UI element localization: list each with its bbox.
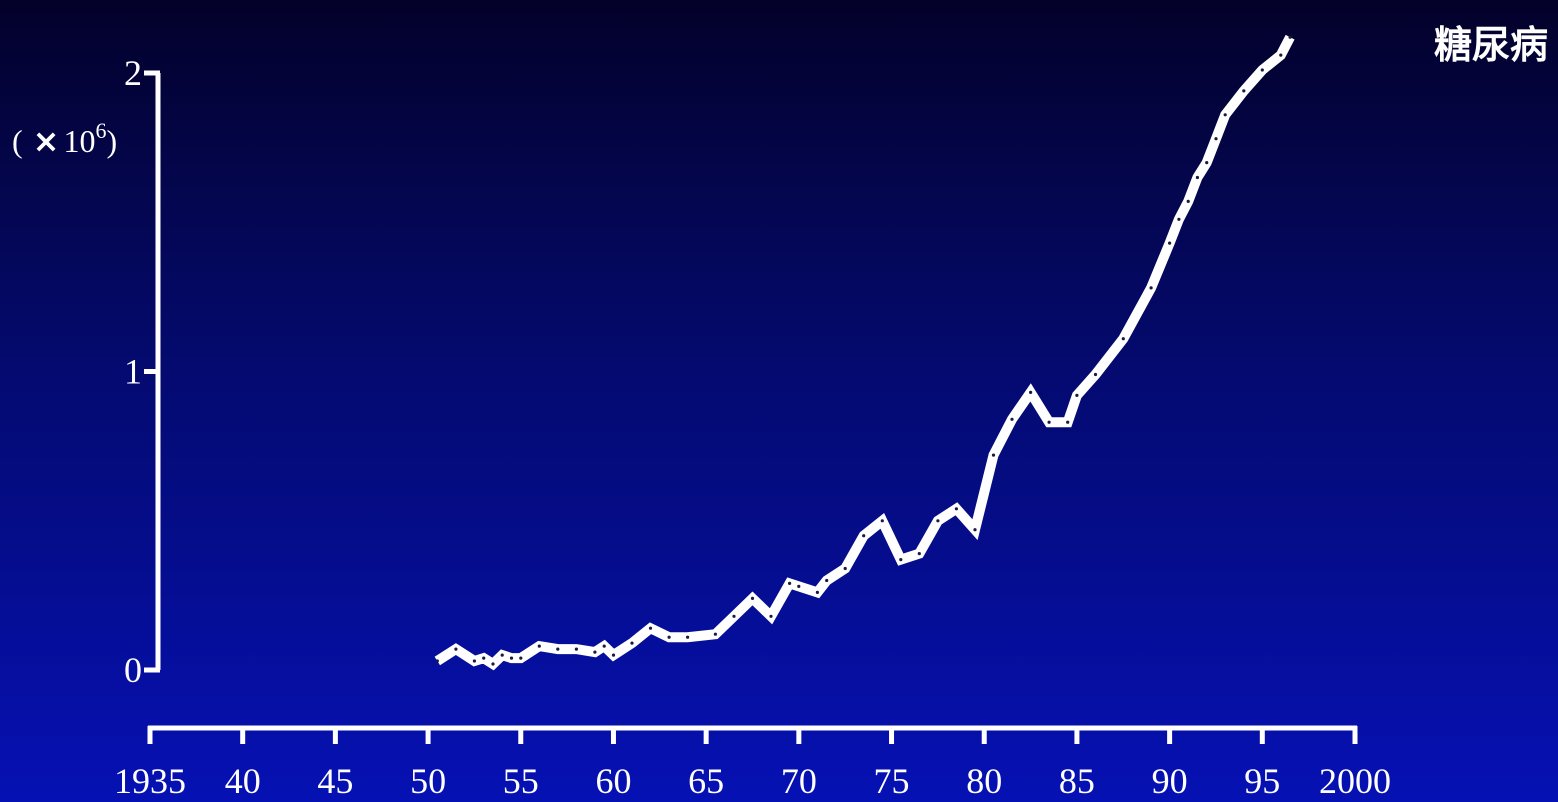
data-point — [509, 656, 514, 660]
data-point — [991, 453, 996, 457]
data-point — [537, 644, 541, 648]
data-point — [1168, 241, 1172, 245]
data-point — [611, 653, 616, 657]
data-point — [1288, 35, 1292, 39]
y-tick-label: 2 — [124, 53, 142, 93]
x-tick-label: 45 — [317, 761, 353, 801]
data-point — [843, 566, 847, 571]
y-unit-open: ( — [12, 123, 23, 159]
data-point — [1279, 53, 1283, 57]
y-tick-label: 0 — [124, 650, 142, 690]
data-point — [880, 519, 884, 523]
data-point — [1260, 68, 1264, 72]
series-layer — [434, 34, 1295, 671]
data-point — [1223, 113, 1227, 117]
data-point — [1214, 137, 1218, 141]
y-axis-unit-label: ( × 106) — [12, 118, 117, 160]
data-point — [732, 614, 736, 618]
data-point — [788, 581, 792, 586]
data-point — [435, 659, 439, 663]
x-tick-label: 55 — [503, 761, 539, 801]
x-tick-label: 60 — [595, 761, 631, 801]
x-tick-label: 1935 — [114, 761, 186, 801]
data-point — [954, 507, 959, 511]
data-point — [862, 534, 866, 538]
y-unit-times: × — [33, 122, 60, 160]
x-tick-label: 2000 — [1319, 761, 1391, 801]
data-point — [500, 653, 504, 657]
x-tick-label: 95 — [1244, 761, 1280, 801]
x-tick-label: 75 — [874, 761, 910, 801]
data-point — [519, 656, 523, 660]
data-point — [574, 647, 579, 651]
data-point — [936, 519, 940, 523]
data-point — [1149, 286, 1153, 290]
y-unit-close: ) — [106, 123, 117, 159]
data-point — [482, 656, 486, 660]
data-point — [593, 650, 597, 654]
data-point — [630, 641, 634, 645]
data-point — [1242, 89, 1246, 93]
chart-title: 糖尿病 — [1434, 23, 1548, 67]
data-point — [1010, 417, 1014, 421]
y-tick-label: 1 — [124, 352, 142, 392]
data-point — [825, 578, 829, 583]
series-line — [434, 34, 1295, 671]
data-point — [1186, 199, 1190, 203]
data-point — [1177, 217, 1181, 221]
data-point — [1205, 161, 1209, 165]
x-tick-label: 50 — [410, 761, 446, 801]
data-point — [686, 635, 690, 639]
data-point — [472, 659, 476, 663]
data-point — [454, 647, 458, 651]
data-point — [973, 528, 977, 532]
data-point — [917, 552, 921, 556]
x-tick-label: 85 — [1059, 761, 1095, 801]
data-point — [648, 626, 653, 630]
x-tick-label: 65 — [688, 761, 724, 801]
data-point — [602, 644, 606, 648]
data-point — [1093, 372, 1098, 377]
x-axis: 1935 40 45 50 55 60 65 70 75 80 85 90 95 2000 — [114, 725, 1391, 801]
data-point — [899, 558, 903, 562]
data-point — [750, 596, 755, 601]
x-tick-label: 90 — [1152, 761, 1188, 801]
data-point — [797, 584, 801, 589]
data-point — [1195, 175, 1199, 180]
data-point — [556, 647, 560, 651]
data-point — [769, 614, 773, 618]
y-unit-exp: 6 — [95, 118, 106, 143]
x-tick-label: 70 — [781, 761, 817, 801]
data-point — [713, 632, 718, 636]
data-point — [815, 590, 820, 595]
data-point — [1121, 337, 1125, 341]
data-point — [1066, 420, 1070, 424]
x-tick-label: 40 — [225, 761, 261, 801]
x-tick-label: 80 — [966, 761, 1002, 801]
y-unit-base: 10 — [63, 123, 95, 159]
data-point — [491, 662, 495, 666]
y-axis: 0 1 2 — [124, 53, 161, 690]
data-point — [1075, 393, 1079, 397]
data-point — [667, 635, 671, 639]
data-point — [1047, 420, 1051, 424]
data-point — [1029, 390, 1033, 394]
